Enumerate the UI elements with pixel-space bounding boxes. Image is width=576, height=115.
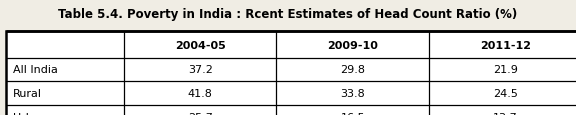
Text: Urban: Urban bbox=[13, 112, 47, 115]
Text: 2009-10: 2009-10 bbox=[327, 40, 378, 50]
Text: 2011-12: 2011-12 bbox=[480, 40, 531, 50]
Text: 41.8: 41.8 bbox=[188, 88, 213, 98]
Text: 13.7: 13.7 bbox=[493, 112, 518, 115]
Text: All India: All India bbox=[13, 65, 58, 75]
Text: 37.2: 37.2 bbox=[188, 65, 213, 75]
Bar bbox=[6, 32, 576, 115]
Text: Table 5.4. Poverty in India : Rcent Estimates of Head Count Ratio (%): Table 5.4. Poverty in India : Rcent Esti… bbox=[58, 8, 518, 21]
Text: 25.7: 25.7 bbox=[188, 112, 213, 115]
Text: 16.5: 16.5 bbox=[340, 112, 365, 115]
Text: 24.5: 24.5 bbox=[493, 88, 518, 98]
Text: Rural: Rural bbox=[13, 88, 41, 98]
Text: 33.8: 33.8 bbox=[340, 88, 365, 98]
Text: 21.9: 21.9 bbox=[493, 65, 518, 75]
Text: 29.8: 29.8 bbox=[340, 65, 365, 75]
Text: 2004-05: 2004-05 bbox=[175, 40, 226, 50]
